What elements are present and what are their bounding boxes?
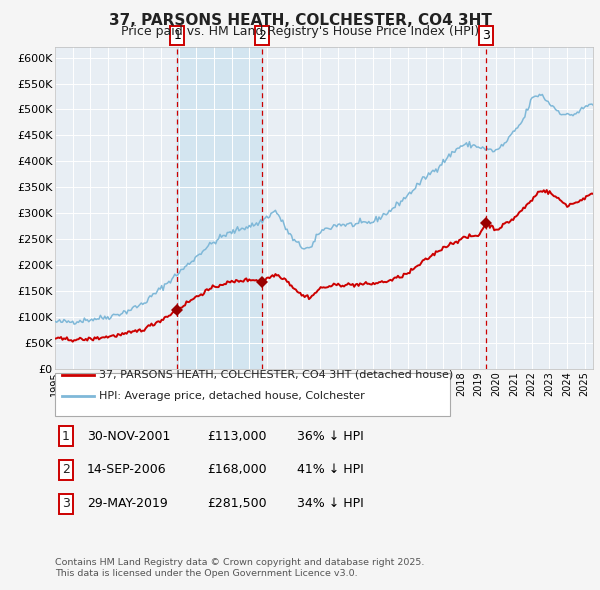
Text: Contains HM Land Registry data © Crown copyright and database right 2025.
This d: Contains HM Land Registry data © Crown c… <box>55 558 425 578</box>
Text: £113,000: £113,000 <box>207 430 266 442</box>
Text: 34% ↓ HPI: 34% ↓ HPI <box>297 497 364 510</box>
Text: 2: 2 <box>258 29 266 42</box>
Text: 29-MAY-2019: 29-MAY-2019 <box>87 497 168 510</box>
Text: £281,500: £281,500 <box>207 497 266 510</box>
Text: Price paid vs. HM Land Registry's House Price Index (HPI): Price paid vs. HM Land Registry's House … <box>121 25 479 38</box>
Text: £168,000: £168,000 <box>207 463 266 476</box>
Text: 30-NOV-2001: 30-NOV-2001 <box>87 430 170 442</box>
Text: 1: 1 <box>173 29 181 42</box>
Bar <box>178 47 262 369</box>
Text: 36% ↓ HPI: 36% ↓ HPI <box>297 430 364 442</box>
Text: 1: 1 <box>62 430 70 442</box>
Text: 2: 2 <box>62 463 70 476</box>
Text: 3: 3 <box>482 29 490 42</box>
Text: HPI: Average price, detached house, Colchester: HPI: Average price, detached house, Colc… <box>99 391 365 401</box>
Text: 37, PARSONS HEATH, COLCHESTER, CO4 3HT: 37, PARSONS HEATH, COLCHESTER, CO4 3HT <box>109 13 491 28</box>
Text: 3: 3 <box>62 497 70 510</box>
Text: 41% ↓ HPI: 41% ↓ HPI <box>297 463 364 476</box>
Text: 14-SEP-2006: 14-SEP-2006 <box>87 463 167 476</box>
Text: 37, PARSONS HEATH, COLCHESTER, CO4 3HT (detached house): 37, PARSONS HEATH, COLCHESTER, CO4 3HT (… <box>99 370 453 380</box>
